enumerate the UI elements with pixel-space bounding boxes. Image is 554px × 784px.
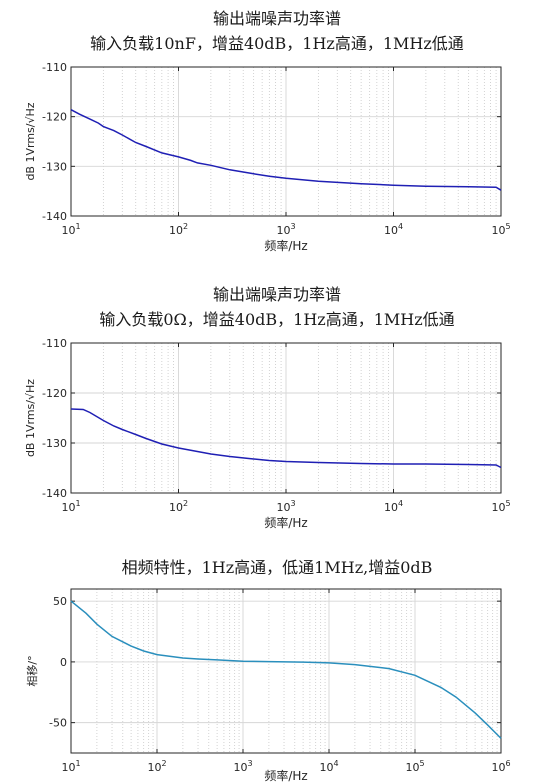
y-axis-label: dB 1Vrms/√Hz [24, 379, 37, 457]
chart-subtitle: 输入负载10nF，增益40dB，1Hz高通，1MHz低通 [90, 34, 464, 53]
data-series-line [70, 408, 502, 469]
y-tick-label: 50 [53, 595, 67, 608]
y-tick-label: -50 [49, 717, 67, 730]
x-tick-label: 102 [169, 499, 188, 514]
x-axis-label: 频率/Hz [264, 768, 307, 783]
x-tick-label: 104 [384, 222, 403, 237]
y-axis-label: dB 1Vrms/√Hz [24, 102, 37, 180]
chart-panel-3: 相频特性，1Hz高通，低通1MHz,增益0dB 101 102 103 104 105 1… [0, 548, 554, 784]
x-tick-label: 101 [61, 222, 80, 237]
x-tick-label: 102 [169, 222, 188, 237]
y-tick-label: -110 [42, 61, 67, 74]
x-tick-label: 103 [276, 222, 295, 237]
chart-panel-1: 输出端噪声功率谱 输入负载10nF，增益40dB，1Hz高通，1MHz低通 10… [0, 0, 554, 262]
chart-title: 相频特性，1Hz高通，低通1MHz,增益0dB [121, 558, 433, 577]
y-tick-label: -140 [42, 210, 67, 223]
x-tick-label: 106 [491, 759, 510, 774]
noise-spectrum-chart-10nf: 101 102 103 104 105 -110 -120 -130 -140 频率/Hz dB 1… [24, 61, 511, 253]
x-tick-label: 101 [61, 499, 80, 514]
x-tick-label: 104 [384, 499, 403, 514]
x-tick-label: 102 [147, 759, 166, 774]
x-tick-label: 103 [276, 499, 295, 514]
y-axis-label: 相移/° [26, 655, 39, 686]
x-tick-label: 103 [233, 759, 252, 774]
chart-title: 输出端噪声功率谱 [212, 9, 341, 28]
y-tick-label: -110 [42, 337, 67, 350]
noise-spectrum-chart-0ohm: 101 102 103 104 105 -110 -120 -130 -140 频率/Hz dB 1… [24, 337, 511, 530]
y-tick-label: -120 [42, 387, 67, 400]
y-tick-label: -130 [42, 437, 67, 450]
x-axis-label: 频率/Hz [264, 238, 307, 253]
chart-title: 输出端噪声功率谱 [212, 285, 341, 304]
data-series-line [70, 600, 502, 739]
phase-response-chart: 101 102 103 104 105 106 50 0 -50 频率/Hz 相移/° [26, 588, 511, 783]
y-tick-label: -140 [42, 487, 67, 500]
chart-panel-2: 输出端噪声功率谱 输入负载0Ω，增益40dB，1Hz高通，1MHz低通 101 1… [0, 276, 554, 538]
x-tick-label: 105 [405, 759, 424, 774]
x-tick-label: 101 [61, 759, 80, 774]
y-tick-label: -120 [42, 111, 67, 124]
x-tick-label: 104 [319, 759, 338, 774]
y-tick-label: 0 [60, 656, 67, 669]
plot-area-frame [70, 588, 502, 754]
data-series-line [70, 109, 502, 191]
x-tick-label: 105 [491, 222, 510, 237]
chart-subtitle: 输入负载0Ω，增益40dB，1Hz高通，1MHz低通 [99, 310, 455, 329]
x-axis-label: 频率/Hz [264, 515, 307, 530]
y-tick-label: -130 [42, 160, 67, 173]
x-tick-label: 105 [491, 499, 510, 514]
